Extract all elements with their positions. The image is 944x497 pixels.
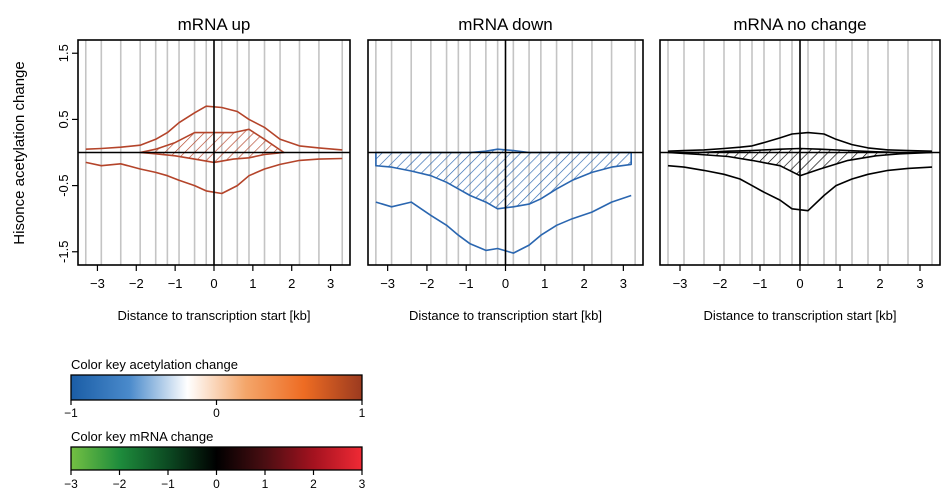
x-tick-label: −3: [90, 276, 105, 291]
y-axis-label: Hisonce acetylation change: [11, 61, 28, 244]
x-axis-label: Distance to transcription start [kb]: [409, 308, 602, 323]
color-key-bar: [70, 374, 363, 401]
x-tick-label: 0: [502, 276, 509, 291]
y-tick-label: 0.5: [56, 110, 71, 128]
panel-title: mRNA up: [178, 15, 251, 34]
series-line-2: [667, 164, 933, 212]
chart-panels: mRNA up −3 −2 −1 0 1 2 3 Distance to transcripti…: [56, 15, 941, 323]
x-tick-label: −1: [168, 276, 183, 291]
x-tick-label: 1: [836, 276, 843, 291]
y-tick-label: -1.5: [56, 241, 71, 263]
series-line-1: [375, 194, 632, 254]
x-tick-label: 3: [327, 276, 334, 291]
color-key-tick-label: 0: [213, 406, 220, 420]
x-tick-label: −3: [380, 276, 395, 291]
series-line-1: [85, 105, 343, 151]
x-axis-label: Distance to transcription start [kb]: [118, 308, 311, 323]
series-line-2: [85, 157, 343, 195]
panel-title: mRNA no change: [733, 15, 866, 34]
color-key-title: Color key acetylation change: [71, 357, 238, 372]
color-key-2: Color key mRNA change −3 −2 −1 0 1 2 3: [64, 429, 366, 491]
x-tick-label: 3: [620, 276, 627, 291]
x-tick-label: 1: [541, 276, 548, 291]
x-tick-label: −3: [673, 276, 688, 291]
x-tick-label: 0: [210, 276, 217, 291]
panel-2: mRNA down −3 −2 −1 0 1 2 3 Distance to transcrip…: [367, 15, 644, 323]
x-tick-label: −1: [753, 276, 768, 291]
x-tick-label: −2: [420, 276, 435, 291]
color-key-1: Color key acetylation change −1 0 1: [64, 357, 366, 420]
color-key-tick-label: 3: [359, 477, 366, 491]
x-tick-label: 2: [580, 276, 587, 291]
color-key-title: Color key mRNA change: [71, 429, 213, 444]
x-tick-label: 1: [249, 276, 256, 291]
x-tick-label: −1: [459, 276, 474, 291]
color-key-bar: [70, 446, 363, 471]
x-tick-label: 2: [288, 276, 295, 291]
panel-1: mRNA up −3 −2 −1 0 1 2 3 Distance to transcripti…: [56, 15, 351, 323]
panel-3: mRNA no change −3 −2 −1 0 1 2 3 Distance to tran…: [659, 15, 941, 323]
panel-title: mRNA down: [458, 15, 552, 34]
x-tick-label: 2: [876, 276, 883, 291]
color-key-tick-label: −1: [161, 477, 175, 491]
y-tick-label: 1.5: [56, 44, 71, 62]
x-axis-label: Distance to transcription start [kb]: [704, 308, 897, 323]
color-key-tick-label: −1: [64, 406, 78, 420]
x-tick-label: 0: [796, 276, 803, 291]
color-key-tick-label: 1: [262, 477, 269, 491]
y-tick-label: -0.5: [56, 174, 71, 196]
x-tick-label: −2: [129, 276, 144, 291]
hatched-band: [375, 148, 632, 210]
series-line-1: [667, 131, 933, 152]
color-key-tick-label: 1: [359, 406, 366, 420]
color-key-tick-label: 0: [213, 477, 220, 491]
color-key-tick-label: −3: [64, 477, 78, 491]
hatched-band: [139, 128, 285, 164]
color-key-tick-label: 2: [310, 477, 317, 491]
x-tick-label: 3: [916, 276, 923, 291]
color-key-tick-label: −2: [113, 477, 127, 491]
x-tick-label: −2: [713, 276, 728, 291]
